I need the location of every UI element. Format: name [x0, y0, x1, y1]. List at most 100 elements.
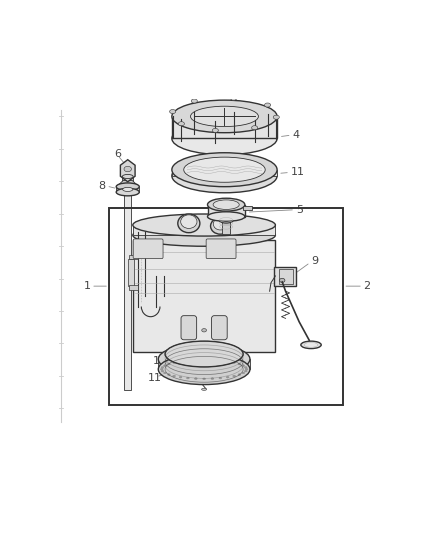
Bar [129, 286, 138, 289]
Ellipse shape [213, 200, 239, 209]
Ellipse shape [160, 368, 163, 370]
Ellipse shape [233, 362, 236, 364]
Bar [109, 208, 343, 405]
Ellipse shape [179, 360, 182, 362]
Bar [129, 255, 138, 259]
Ellipse shape [244, 370, 247, 372]
Ellipse shape [187, 377, 189, 379]
FancyBboxPatch shape [133, 239, 163, 259]
Ellipse shape [173, 375, 176, 377]
Ellipse shape [158, 354, 250, 385]
Text: 10: 10 [153, 357, 167, 367]
Ellipse shape [279, 278, 285, 282]
Ellipse shape [226, 376, 229, 378]
Bar [124, 186, 131, 390]
Ellipse shape [172, 159, 277, 193]
FancyBboxPatch shape [206, 239, 236, 259]
Ellipse shape [233, 375, 236, 377]
Ellipse shape [184, 157, 265, 182]
Ellipse shape [187, 360, 189, 361]
Ellipse shape [238, 363, 241, 365]
FancyBboxPatch shape [181, 316, 197, 340]
Ellipse shape [191, 106, 258, 127]
Ellipse shape [212, 128, 219, 133]
Text: 11: 11 [291, 167, 305, 177]
Ellipse shape [230, 96, 237, 100]
Bar [133, 240, 276, 352]
Ellipse shape [226, 360, 229, 362]
Ellipse shape [163, 365, 166, 367]
Ellipse shape [116, 188, 139, 196]
Bar [243, 206, 251, 210]
Bar [274, 268, 296, 286]
Ellipse shape [265, 103, 271, 107]
Ellipse shape [124, 166, 131, 172]
Ellipse shape [242, 372, 245, 374]
Ellipse shape [201, 389, 207, 390]
Text: 11: 11 [148, 373, 162, 383]
Ellipse shape [123, 188, 133, 191]
Ellipse shape [181, 215, 197, 229]
Ellipse shape [194, 378, 197, 379]
Ellipse shape [202, 328, 206, 332]
Ellipse shape [167, 363, 170, 365]
Ellipse shape [211, 359, 214, 361]
Bar [279, 269, 293, 285]
Ellipse shape [213, 218, 227, 230]
Bar [208, 205, 245, 216]
Ellipse shape [172, 153, 277, 187]
Ellipse shape [273, 115, 279, 119]
Ellipse shape [116, 183, 139, 190]
Ellipse shape [194, 359, 197, 361]
Ellipse shape [133, 214, 276, 236]
Ellipse shape [301, 341, 321, 349]
FancyBboxPatch shape [212, 316, 227, 340]
Ellipse shape [219, 217, 233, 223]
Ellipse shape [211, 378, 214, 379]
Text: 9: 9 [311, 256, 318, 266]
Ellipse shape [161, 370, 164, 372]
Ellipse shape [179, 376, 182, 378]
Text: 6: 6 [114, 149, 121, 159]
Ellipse shape [203, 359, 205, 361]
Text: 1: 1 [84, 281, 91, 291]
Polygon shape [120, 160, 135, 182]
Ellipse shape [244, 367, 247, 368]
Ellipse shape [170, 109, 176, 114]
Bar [116, 187, 139, 192]
Polygon shape [118, 181, 137, 189]
Ellipse shape [211, 218, 230, 234]
Ellipse shape [172, 122, 277, 155]
Text: 5: 5 [296, 205, 303, 215]
Ellipse shape [238, 374, 241, 375]
Ellipse shape [165, 341, 243, 367]
Bar [172, 169, 277, 176]
Text: 8: 8 [99, 181, 106, 191]
Ellipse shape [245, 368, 248, 370]
Ellipse shape [172, 100, 277, 133]
Ellipse shape [191, 99, 198, 103]
Ellipse shape [242, 365, 245, 367]
Ellipse shape [133, 224, 276, 246]
Ellipse shape [219, 377, 222, 379]
Ellipse shape [304, 343, 318, 347]
Ellipse shape [122, 174, 133, 179]
Ellipse shape [203, 378, 205, 379]
Ellipse shape [163, 372, 166, 374]
Bar [158, 359, 250, 369]
Ellipse shape [251, 126, 258, 130]
Bar [128, 259, 134, 286]
Bar [222, 220, 230, 233]
Ellipse shape [219, 360, 222, 361]
Bar [133, 225, 276, 235]
Ellipse shape [173, 362, 176, 364]
Bar [172, 116, 277, 139]
Ellipse shape [178, 122, 184, 126]
Text: 4: 4 [293, 130, 300, 140]
Ellipse shape [208, 198, 245, 211]
Ellipse shape [167, 374, 170, 375]
Ellipse shape [161, 367, 164, 368]
Ellipse shape [178, 214, 200, 233]
Text: 2: 2 [364, 281, 371, 291]
Bar [122, 176, 133, 185]
